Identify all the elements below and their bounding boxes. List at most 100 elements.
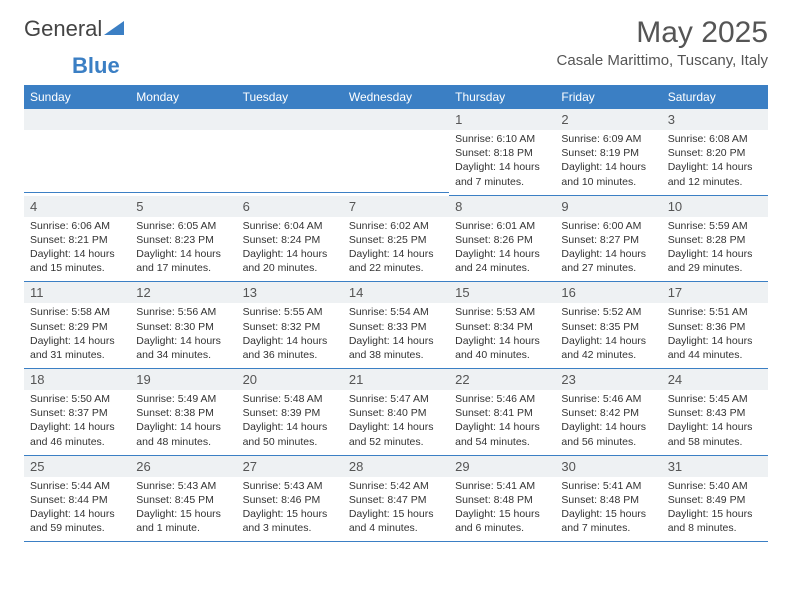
day-number: 4 [24, 196, 130, 217]
day-number [237, 109, 343, 130]
sunset-text: Sunset: 8:46 PM [243, 493, 337, 507]
sunset-text: Sunset: 8:19 PM [561, 146, 655, 160]
day-header: Wednesday [343, 85, 449, 109]
sunset-text: Sunset: 8:37 PM [30, 406, 124, 420]
day-number: 26 [130, 456, 236, 477]
daylight-text: Daylight: 15 hours and 8 minutes. [668, 507, 762, 535]
calendar-day-cell: 2Sunrise: 6:09 AMSunset: 8:19 PMDaylight… [555, 109, 661, 196]
day-number: 16 [555, 282, 661, 303]
calendar-week-row: 11Sunrise: 5:58 AMSunset: 8:29 PMDayligh… [24, 282, 768, 369]
day-number [130, 109, 236, 130]
daylight-text: Daylight: 14 hours and 31 minutes. [30, 334, 124, 362]
calendar-week-row: 4Sunrise: 6:06 AMSunset: 8:21 PMDaylight… [24, 196, 768, 283]
sunrise-text: Sunrise: 6:10 AM [455, 132, 549, 146]
sunrise-text: Sunrise: 6:04 AM [243, 219, 337, 233]
day-number: 20 [237, 369, 343, 390]
calendar-day-cell: 19Sunrise: 5:49 AMSunset: 8:38 PMDayligh… [130, 369, 236, 456]
brand-name-blue: Blue [72, 53, 120, 79]
day-details: Sunrise: 6:06 AMSunset: 8:21 PMDaylight:… [24, 217, 130, 280]
calendar-day-cell: 22Sunrise: 5:46 AMSunset: 8:41 PMDayligh… [449, 369, 555, 456]
calendar-day-cell: 9Sunrise: 6:00 AMSunset: 8:27 PMDaylight… [555, 196, 661, 283]
sunset-text: Sunset: 8:25 PM [349, 233, 443, 247]
day-number: 17 [662, 282, 768, 303]
calendar-day-cell: 15Sunrise: 5:53 AMSunset: 8:34 PMDayligh… [449, 282, 555, 369]
sunrise-text: Sunrise: 5:59 AM [668, 219, 762, 233]
sunset-text: Sunset: 8:29 PM [30, 320, 124, 334]
day-details: Sunrise: 6:00 AMSunset: 8:27 PMDaylight:… [555, 217, 661, 280]
day-details [237, 130, 343, 190]
calendar-day-cell: 3Sunrise: 6:08 AMSunset: 8:20 PMDaylight… [662, 109, 768, 196]
day-details: Sunrise: 5:42 AMSunset: 8:47 PMDaylight:… [343, 477, 449, 540]
daylight-text: Daylight: 15 hours and 1 minute. [136, 507, 230, 535]
sunrise-text: Sunrise: 5:50 AM [30, 392, 124, 406]
sunrise-text: Sunrise: 5:51 AM [668, 305, 762, 319]
day-header-row: Sunday Monday Tuesday Wednesday Thursday… [24, 85, 768, 109]
sunrise-text: Sunrise: 5:49 AM [136, 392, 230, 406]
sunrise-text: Sunrise: 5:41 AM [455, 479, 549, 493]
day-details: Sunrise: 5:55 AMSunset: 8:32 PMDaylight:… [237, 303, 343, 366]
day-details: Sunrise: 5:47 AMSunset: 8:40 PMDaylight:… [343, 390, 449, 453]
day-details: Sunrise: 5:49 AMSunset: 8:38 PMDaylight:… [130, 390, 236, 453]
day-number: 6 [237, 196, 343, 217]
day-details: Sunrise: 5:59 AMSunset: 8:28 PMDaylight:… [662, 217, 768, 280]
daylight-text: Daylight: 14 hours and 34 minutes. [136, 334, 230, 362]
sunset-text: Sunset: 8:47 PM [349, 493, 443, 507]
day-header: Friday [555, 85, 661, 109]
daylight-text: Daylight: 14 hours and 48 minutes. [136, 420, 230, 448]
sunrise-text: Sunrise: 5:43 AM [136, 479, 230, 493]
sunset-text: Sunset: 8:48 PM [561, 493, 655, 507]
sunset-text: Sunset: 8:24 PM [243, 233, 337, 247]
brand-triangle-icon [104, 19, 126, 37]
day-details: Sunrise: 5:54 AMSunset: 8:33 PMDaylight:… [343, 303, 449, 366]
sunset-text: Sunset: 8:36 PM [668, 320, 762, 334]
sunset-text: Sunset: 8:35 PM [561, 320, 655, 334]
daylight-text: Daylight: 14 hours and 52 minutes. [349, 420, 443, 448]
day-number: 10 [662, 196, 768, 217]
sunrise-text: Sunrise: 6:01 AM [455, 219, 549, 233]
day-number: 13 [237, 282, 343, 303]
daylight-text: Daylight: 14 hours and 20 minutes. [243, 247, 337, 275]
sunrise-text: Sunrise: 5:53 AM [455, 305, 549, 319]
day-details: Sunrise: 5:46 AMSunset: 8:41 PMDaylight:… [449, 390, 555, 453]
daylight-text: Daylight: 14 hours and 27 minutes. [561, 247, 655, 275]
day-details: Sunrise: 6:05 AMSunset: 8:23 PMDaylight:… [130, 217, 236, 280]
sunset-text: Sunset: 8:28 PM [668, 233, 762, 247]
day-details: Sunrise: 6:02 AMSunset: 8:25 PMDaylight:… [343, 217, 449, 280]
day-details: Sunrise: 5:44 AMSunset: 8:44 PMDaylight:… [24, 477, 130, 540]
sunset-text: Sunset: 8:44 PM [30, 493, 124, 507]
day-details: Sunrise: 5:50 AMSunset: 8:37 PMDaylight:… [24, 390, 130, 453]
calendar-day-cell: 21Sunrise: 5:47 AMSunset: 8:40 PMDayligh… [343, 369, 449, 456]
day-number: 8 [449, 196, 555, 217]
page-title: May 2025 [557, 16, 768, 50]
calendar-day-cell: 12Sunrise: 5:56 AMSunset: 8:30 PMDayligh… [130, 282, 236, 369]
day-details: Sunrise: 5:53 AMSunset: 8:34 PMDaylight:… [449, 303, 555, 366]
calendar-day-cell: 6Sunrise: 6:04 AMSunset: 8:24 PMDaylight… [237, 196, 343, 283]
daylight-text: Daylight: 15 hours and 6 minutes. [455, 507, 549, 535]
calendar-week-row: 25Sunrise: 5:44 AMSunset: 8:44 PMDayligh… [24, 456, 768, 543]
daylight-text: Daylight: 14 hours and 42 minutes. [561, 334, 655, 362]
calendar-day-cell: 7Sunrise: 6:02 AMSunset: 8:25 PMDaylight… [343, 196, 449, 283]
day-number: 27 [237, 456, 343, 477]
calendar-day-cell: 31Sunrise: 5:40 AMSunset: 8:49 PMDayligh… [662, 456, 768, 543]
day-details: Sunrise: 5:58 AMSunset: 8:29 PMDaylight:… [24, 303, 130, 366]
calendar-day-cell: 10Sunrise: 5:59 AMSunset: 8:28 PMDayligh… [662, 196, 768, 283]
day-details: Sunrise: 5:52 AMSunset: 8:35 PMDaylight:… [555, 303, 661, 366]
sunrise-text: Sunrise: 5:52 AM [561, 305, 655, 319]
sunrise-text: Sunrise: 5:44 AM [30, 479, 124, 493]
sunset-text: Sunset: 8:43 PM [668, 406, 762, 420]
sunrise-text: Sunrise: 6:00 AM [561, 219, 655, 233]
sunset-text: Sunset: 8:30 PM [136, 320, 230, 334]
calendar-day-cell: 17Sunrise: 5:51 AMSunset: 8:36 PMDayligh… [662, 282, 768, 369]
daylight-text: Daylight: 15 hours and 4 minutes. [349, 507, 443, 535]
day-details: Sunrise: 6:10 AMSunset: 8:18 PMDaylight:… [449, 130, 555, 193]
day-number: 24 [662, 369, 768, 390]
sunset-text: Sunset: 8:48 PM [455, 493, 549, 507]
day-details: Sunrise: 6:04 AMSunset: 8:24 PMDaylight:… [237, 217, 343, 280]
daylight-text: Daylight: 14 hours and 58 minutes. [668, 420, 762, 448]
calendar-table: Sunday Monday Tuesday Wednesday Thursday… [24, 85, 768, 542]
day-number: 31 [662, 456, 768, 477]
sunrise-text: Sunrise: 6:08 AM [668, 132, 762, 146]
calendar-day-cell [130, 109, 236, 196]
daylight-text: Daylight: 15 hours and 7 minutes. [561, 507, 655, 535]
calendar-day-cell: 25Sunrise: 5:44 AMSunset: 8:44 PMDayligh… [24, 456, 130, 543]
